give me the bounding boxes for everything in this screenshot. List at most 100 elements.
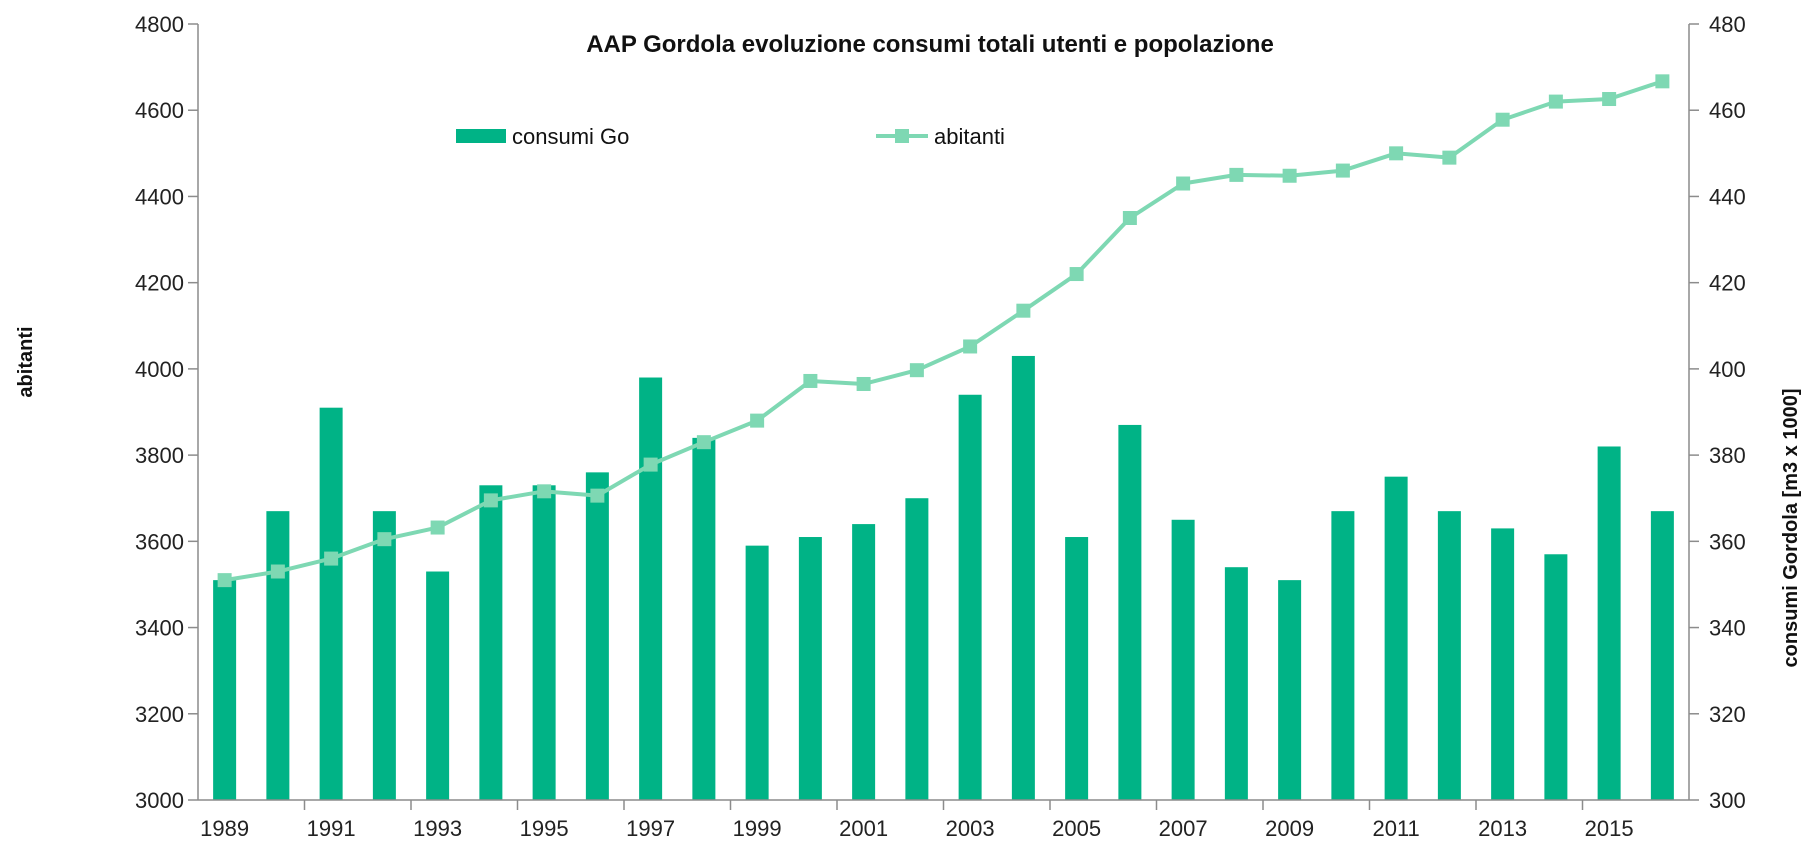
bar-1997 <box>639 377 663 800</box>
y-right-tick-label-480: 480 <box>1709 12 1746 37</box>
point-2003 <box>963 339 978 354</box>
bar-2016 <box>1650 511 1674 800</box>
bar-1996 <box>585 472 609 800</box>
y-right-tick-label-320: 320 <box>1709 702 1746 727</box>
y-left-tick-label-3800: 3800 <box>135 443 184 468</box>
bar-2006 <box>1118 424 1142 800</box>
point-2005 <box>1069 267 1084 282</box>
bar-2004 <box>1011 355 1035 800</box>
point-1993 <box>430 520 445 535</box>
line-group <box>217 74 1670 588</box>
bar-2002 <box>905 498 929 800</box>
point-2016 <box>1655 74 1670 89</box>
y-left-tick-label-4400: 4400 <box>135 184 184 209</box>
bar-2014 <box>1544 554 1568 800</box>
bar-1994 <box>479 485 503 800</box>
y-right-tick-label-300: 300 <box>1709 788 1746 813</box>
point-1997 <box>643 457 658 472</box>
point-2000 <box>803 373 818 388</box>
point-2008 <box>1229 167 1244 182</box>
point-1999 <box>750 413 765 428</box>
x-tick-label-1995: 1995 <box>520 816 569 841</box>
bar-2008 <box>1224 567 1248 800</box>
x-tick-label-2013: 2013 <box>1478 816 1527 841</box>
legend-swatch-marker <box>895 129 909 143</box>
legend: consumi Go abitanti <box>456 124 1005 149</box>
x-tick-label-2003: 2003 <box>946 816 995 841</box>
point-1992 <box>377 532 392 547</box>
point-2009 <box>1282 168 1297 183</box>
bar-2011 <box>1384 476 1408 800</box>
x-tick-label-2001: 2001 <box>839 816 888 841</box>
bar-1999 <box>745 545 769 800</box>
y-left-tick-label-3200: 3200 <box>135 702 184 727</box>
point-2010 <box>1335 163 1350 178</box>
point-2006 <box>1122 211 1137 225</box>
axes-group: 3000 3200 3400 3600 3800 4000 4200 4400 4600 4800… <box>135 12 1746 841</box>
y-right-tick-label-460: 460 <box>1709 98 1746 123</box>
bar-2001 <box>852 524 876 800</box>
bar-2012 <box>1437 511 1461 800</box>
chart-title: AAP Gordola evoluzione consumi totali ut… <box>586 31 1274 58</box>
y-right-tick-label-420: 420 <box>1709 271 1746 296</box>
y-left-tick-label-4000: 4000 <box>135 357 184 382</box>
bar-2003 <box>958 394 982 800</box>
x-tick-label-1989: 1989 <box>200 816 249 841</box>
bar-2009 <box>1278 580 1302 800</box>
bar-2007 <box>1171 519 1195 800</box>
y-left-tick-label-3000: 3000 <box>135 788 184 813</box>
y-right-tick-label-360: 360 <box>1709 529 1746 554</box>
point-1996 <box>590 488 605 503</box>
y-right-tick-label-440: 440 <box>1709 184 1746 209</box>
point-1991 <box>324 551 339 566</box>
point-2002 <box>909 363 924 378</box>
point-2007 <box>1176 176 1191 191</box>
point-2014 <box>1548 94 1563 109</box>
bar-1990 <box>266 511 290 800</box>
x-tick-label-2007: 2007 <box>1159 816 1208 841</box>
legend-swatch-bars <box>456 129 506 143</box>
x-tick-label-2011: 2011 <box>1372 816 1419 841</box>
y-right-tick-label-340: 340 <box>1709 616 1746 641</box>
x-tick-label-1997: 1997 <box>626 816 675 841</box>
point-2015 <box>1602 92 1617 107</box>
legend-label-line: abitanti <box>934 124 1005 149</box>
point-1995 <box>537 484 552 499</box>
bar-2015 <box>1597 446 1621 800</box>
y-left-tick-label-3400: 3400 <box>135 616 184 641</box>
point-2004 <box>1016 303 1031 318</box>
bar-1992 <box>372 511 396 800</box>
x-tick-label-2015: 2015 <box>1585 816 1634 841</box>
y-right-axis-title: consumi Gordola [m3 x 1000] <box>1780 389 1802 668</box>
point-1990 <box>270 564 285 579</box>
point-1998 <box>696 435 711 450</box>
bar-1995 <box>532 485 556 800</box>
y-right-tick-label-380: 380 <box>1709 443 1746 468</box>
x-tick-label-1991: 1991 <box>307 816 356 841</box>
bar-2010 <box>1331 511 1355 800</box>
point-2001 <box>856 376 871 391</box>
point-1989 <box>217 573 232 588</box>
x-tick-label-2005: 2005 <box>1052 816 1101 841</box>
x-tick-label-2009: 2009 <box>1265 816 1314 841</box>
y-left-tick-label-4600: 4600 <box>135 98 184 123</box>
bar-2005 <box>1065 537 1089 800</box>
bar-2013 <box>1491 528 1515 800</box>
y-left-axis-title: abitanti <box>15 326 37 397</box>
bar-1998 <box>692 437 716 800</box>
bars-group <box>213 355 1674 800</box>
point-2011 <box>1389 146 1404 161</box>
legend-label-bars: consumi Go <box>512 124 629 149</box>
y-right-tick-label-400: 400 <box>1709 357 1746 382</box>
y-left-tick-label-4800: 4800 <box>135 12 184 37</box>
bar-1993 <box>426 571 450 800</box>
point-1994 <box>483 493 498 508</box>
x-tick-label-1999: 1999 <box>733 816 782 841</box>
x-tick-label-1993: 1993 <box>413 816 462 841</box>
bar-2000 <box>798 537 822 800</box>
bar-1989 <box>213 580 237 800</box>
point-2012 <box>1442 150 1457 165</box>
point-2013 <box>1495 112 1510 127</box>
line-abitanti <box>224 79 1664 583</box>
